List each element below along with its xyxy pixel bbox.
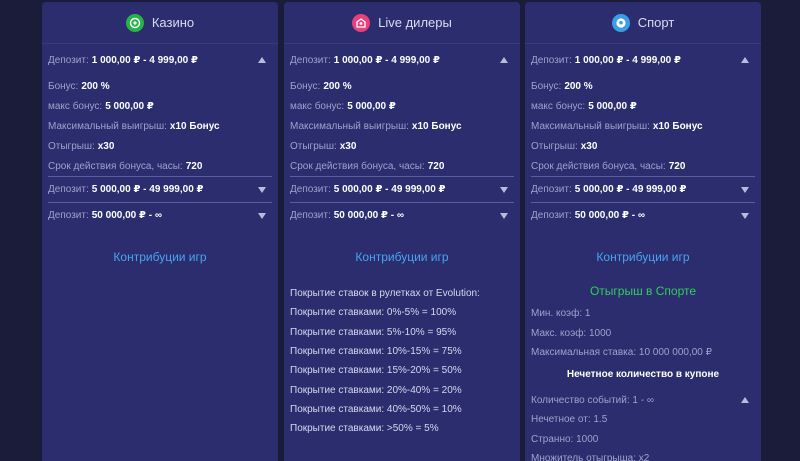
detail-row: макс бонус: 5 000,00 ₽ [48, 100, 154, 112]
roulette-coverage-list: Покрытие ставок в рулетках от Evolution:… [284, 284, 520, 438]
deposit-tier-2[interactable]: Депозит: 5 000,00 ₽ - 49 999,00 ₽ [48, 176, 272, 202]
coupon-rule-row: Странно: 1000 [531, 433, 599, 445]
detail-row: Отыгрыш: x30 [48, 140, 115, 152]
live-dealer-icon [352, 13, 371, 32]
coverage-row: Покрытие ставками: >50% = 5% [290, 423, 439, 435]
chevron-up-icon[interactable] [741, 397, 749, 404]
chevron-up-icon[interactable] [741, 57, 749, 63]
sport-rule-row: Мин. коэф: 1 [531, 308, 591, 320]
detail-row: Отыгрыш: x30 [290, 140, 357, 152]
detail-row: Бонус: 200 % [290, 80, 352, 92]
game-contributions-link[interactable]: Контрибуции игр [113, 250, 207, 264]
detail-row: Срок действия бонуса, часы: 720 [290, 160, 445, 172]
detail-row: Максимальный выигрыш: x10 Бонус [531, 120, 703, 132]
deposit-tier-3[interactable]: Депозит: 50 000,00 ₽ - ∞ [290, 202, 514, 228]
game-contributions-link[interactable]: Контрибуции игр [355, 250, 449, 264]
card-title: Казино [151, 15, 195, 30]
sport-rule-row: Максимальная ставка: 10 000 000,00 ₽ [531, 347, 712, 359]
deposit-tier-2[interactable]: Депозит: 5 000,00 ₽ - 49 999,00 ₽ [531, 176, 755, 202]
chevron-down-icon[interactable] [741, 186, 749, 193]
sport-rule-row: Макс. коэф: 1000 [531, 327, 612, 339]
deposit-tier-3[interactable]: Депозит: 50 000,00 ₽ - ∞ [531, 202, 755, 228]
card-header: Спорт [525, 2, 761, 44]
detail-row: Максимальный выигрыш: x10 Бонус [290, 120, 462, 132]
chevron-down-icon[interactable] [500, 212, 508, 219]
sport-wager-rules: Мин. коэф: 1 Макс. коэф: 1000 Максимальн… [525, 304, 761, 363]
odd-coupon-title: Нечетное количество в купоне [566, 368, 720, 380]
casino-card: Казино Депозит: 1 000,00 ₽ - 4 999,00 ₽ Б… [42, 2, 278, 461]
coverage-row: Покрытие ставками: 10%-15% = 75% [290, 346, 462, 358]
detail-row: Бонус: 200 % [531, 80, 593, 92]
chevron-down-icon[interactable] [258, 186, 266, 193]
coverage-row: Покрытие ставками: 20%-40% = 20% [290, 384, 462, 396]
deposit-value: 1 000,00 ₽ - 4 999,00 ₽ [91, 54, 198, 66]
coupon-rule-row[interactable]: Количество событий: 1 - ∞ [531, 391, 755, 411]
sport-wager-title: Отыгрыш в Спорте [589, 284, 697, 298]
coupon-rule-row: Множитель отыгрыша: x2 [531, 453, 650, 461]
chevron-up-icon[interactable] [258, 57, 266, 63]
chevron-down-icon[interactable] [741, 212, 749, 219]
game-contributions-link[interactable]: Контрибуции игр [596, 250, 690, 264]
deposit-tier-2[interactable]: Депозит: 5 000,00 ₽ - 49 999,00 ₽ [290, 176, 514, 202]
coverage-heading: Покрытие ставок в рулетках от Evolution: [290, 288, 480, 300]
card-header: Казино [42, 2, 278, 44]
deposit-tier-1[interactable]: Депозит: 1 000,00 ₽ - 4 999,00 ₽ [531, 44, 755, 76]
coverage-row: Покрытие ставками: 40%-50% = 10% [290, 403, 462, 415]
detail-row: Бонус: 200 % [48, 80, 110, 92]
sport-card: Спорт Депозит: 1 000,00 ₽ - 4 999,00 ₽ Бо… [525, 2, 761, 461]
odd-coupon-rules: Количество событий: 1 - ∞ Нечетное от: 1… [525, 391, 761, 461]
deposit-label: Депозит: [48, 54, 89, 66]
detail-row: Максимальный выигрыш: x10 Бонус [48, 120, 220, 132]
deposit-tier-3[interactable]: Депозит: 50 000,00 ₽ - ∞ [48, 202, 272, 228]
casino-chip-icon [125, 13, 144, 32]
coverage-row: Покрытие ставками: 15%-20% = 50% [290, 365, 462, 377]
chevron-down-icon[interactable] [500, 186, 508, 193]
chevron-up-icon[interactable] [500, 57, 508, 63]
card-header: Live дилеры [284, 2, 520, 44]
card-title: Спорт [637, 15, 675, 30]
card-title: Live дилеры [378, 15, 452, 30]
detail-row: Отыгрыш: x30 [531, 140, 598, 152]
detail-row: Срок действия бонуса, часы: 720 [531, 160, 686, 172]
soccer-ball-icon [611, 13, 630, 32]
coverage-row: Покрытие ставками: 0%-5% = 100% [290, 307, 457, 319]
detail-row: макс бонус: 5 000,00 ₽ [290, 100, 396, 112]
detail-row: Срок действия бонуса, часы: 720 [48, 160, 203, 172]
coupon-rule-row: Нечетное от: 1.5 [531, 414, 608, 426]
detail-row: макс бонус: 5 000,00 ₽ [531, 100, 637, 112]
live-dealers-card: Live дилеры Депозит: 1 000,00 ₽ - 4 999,0… [284, 2, 520, 461]
coverage-row: Покрытие ставками: 5%-10% = 95% [290, 326, 457, 338]
deposit-tier-1[interactable]: Депозит: 1 000,00 ₽ - 4 999,00 ₽ [48, 44, 272, 76]
deposit-tier-1[interactable]: Депозит: 1 000,00 ₽ - 4 999,00 ₽ [290, 44, 514, 76]
chevron-down-icon[interactable] [258, 212, 266, 219]
